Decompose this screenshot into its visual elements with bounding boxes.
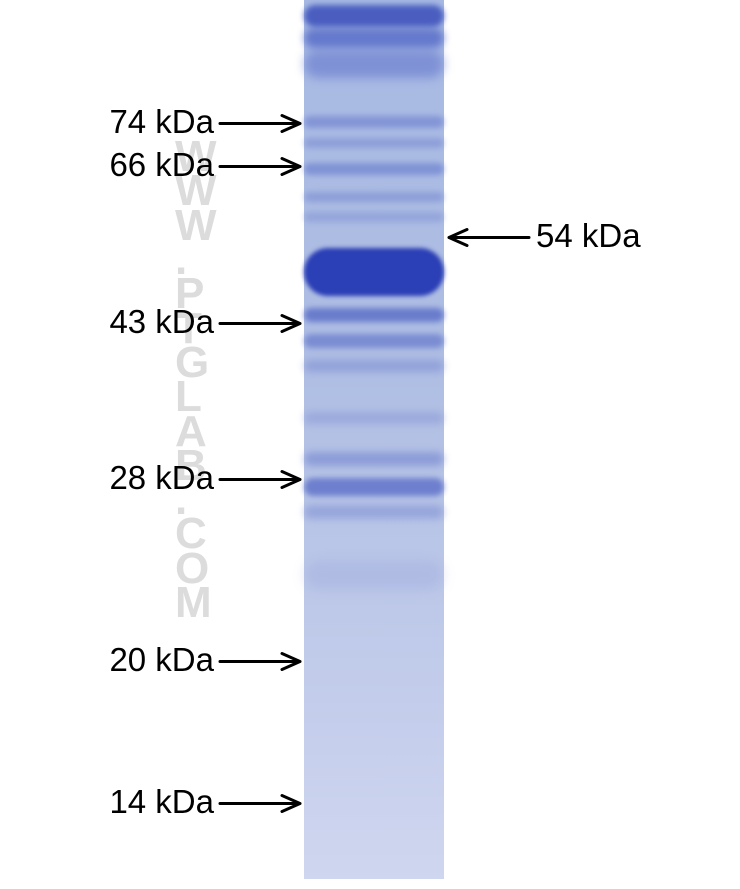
band-band-40 [304,360,444,372]
marker-label: 43 kDa [109,303,214,341]
band-band-70 [304,138,444,148]
marker-arrow [200,312,320,335]
band-faint-low [304,560,444,590]
marker-label: 66 kDa [109,146,214,184]
band-band-74 [304,116,444,128]
marker-label: 14 kDa [109,783,214,821]
band-top-smear-2 [304,28,444,48]
marker-arrow [200,112,320,135]
marker-arrow [200,792,320,815]
marker-arrow [200,468,320,491]
band-band-26 [304,505,444,519]
gel-figure: WWW.PTGLAB.COM 74 kDa66 kDa43 kDa28 kDa2… [0,0,740,889]
band-band-48 [304,308,444,322]
band-band-60a [304,192,444,202]
band-top-smear-3 [304,50,444,78]
band-band-main-54 [304,248,444,296]
band-band-35 [304,412,444,424]
band-band-43 [304,334,444,348]
band-top-smear-1 [304,5,444,27]
band-band-60b [304,212,444,222]
target-label: 54 kDa [536,217,641,255]
marker-arrow [200,650,320,673]
marker-label: 74 kDa [109,103,214,141]
band-band-30 [304,452,444,466]
band-band-28 [304,478,444,496]
marker-label: 28 kDa [109,459,214,497]
target-arrow [429,226,549,249]
band-band-66 [304,163,444,175]
marker-label: 20 kDa [109,641,214,679]
gel-lane [304,0,444,879]
marker-arrow [200,155,320,178]
